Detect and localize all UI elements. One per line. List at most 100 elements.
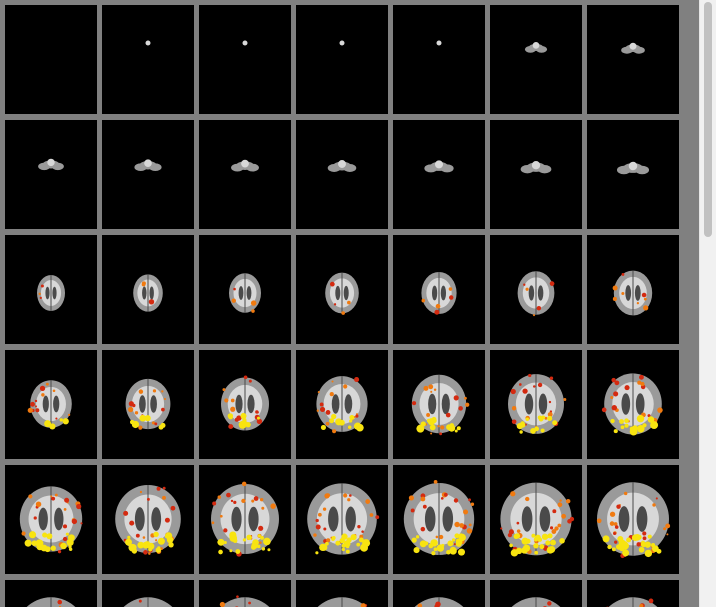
activation-blob [430, 539, 438, 547]
slice-tile[interactable] [296, 120, 388, 229]
activation-blob [544, 416, 548, 420]
slice-tile[interactable] [587, 350, 679, 459]
ventricle [625, 285, 632, 301]
slice-tile[interactable] [199, 580, 291, 607]
activation-blob [435, 601, 441, 607]
slice-tile[interactable] [296, 235, 388, 344]
activation-blob [518, 383, 522, 386]
activation-blob [142, 536, 146, 539]
activation-blob [132, 403, 136, 408]
ventricle [331, 394, 340, 414]
slice-tile[interactable] [490, 120, 582, 229]
slice-tile[interactable] [5, 120, 97, 229]
scrollbar-thumb[interactable] [704, 2, 712, 237]
activation-blob [563, 398, 567, 402]
slice-tile[interactable] [199, 5, 291, 114]
slice-tile[interactable] [587, 120, 679, 229]
activation-blob [316, 409, 319, 412]
slice-tile[interactable] [393, 235, 485, 344]
slice-tile[interactable] [296, 465, 388, 574]
slice-tile[interactable] [490, 235, 582, 344]
slice-tile[interactable] [393, 580, 485, 607]
activation-blob [329, 281, 335, 287]
slice-tile[interactable] [296, 5, 388, 114]
slice-tile[interactable] [5, 235, 97, 344]
activation-blob [626, 537, 632, 543]
activation-blob [223, 528, 228, 533]
activation-blob [157, 546, 161, 550]
slice-tile[interactable] [199, 120, 291, 229]
slice-tile[interactable] [587, 580, 679, 607]
slice-montage-viewport[interactable] [0, 0, 682, 607]
activation-blob [614, 525, 619, 529]
activation-blob [633, 533, 641, 541]
slice-tile[interactable] [393, 5, 485, 114]
slice-tile[interactable] [102, 580, 194, 607]
slice-tile[interactable] [587, 5, 679, 114]
activation-blob [233, 500, 237, 505]
activation-blob [50, 545, 56, 551]
slice-image [436, 40, 442, 46]
activation-blob [35, 501, 42, 507]
activation-blob [21, 531, 26, 536]
slice-tile[interactable] [102, 235, 194, 344]
activation-blob [41, 393, 45, 397]
slice-tile[interactable] [199, 350, 291, 459]
slice-tile[interactable] [296, 350, 388, 459]
slice-image [511, 597, 561, 607]
slice-tile[interactable] [490, 465, 582, 574]
slice-tile[interactable] [490, 350, 582, 459]
activation-blob [642, 531, 647, 536]
activation-blob [434, 309, 440, 315]
activation-blob [34, 399, 38, 403]
activation-blob [641, 292, 647, 298]
activation-blob [547, 601, 552, 606]
activation-blob [343, 384, 348, 389]
activation-blob [531, 533, 536, 538]
activation-blob [256, 418, 263, 425]
slice-tile[interactable] [587, 465, 679, 574]
activation-blob [322, 507, 327, 511]
activation-blob [256, 544, 261, 549]
slice-tile[interactable] [490, 5, 582, 114]
slice-tile[interactable] [393, 120, 485, 229]
activation-blob [536, 305, 542, 311]
cerebellum-lobe [633, 46, 645, 54]
slice-tile[interactable] [490, 580, 582, 607]
activation-blob [426, 413, 431, 417]
slice-tile[interactable] [393, 350, 485, 459]
slice-image [327, 160, 357, 172]
activation-blob [168, 542, 174, 548]
slice-tile[interactable] [102, 465, 194, 574]
activation-blob [609, 521, 615, 526]
slice-tile[interactable] [5, 580, 97, 607]
ventricle [53, 395, 60, 413]
slice-tile[interactable] [5, 465, 97, 574]
slice-tile[interactable] [5, 350, 97, 459]
slice-tile[interactable] [102, 5, 194, 114]
activation-blob [624, 418, 629, 424]
slice-tile[interactable] [393, 465, 485, 574]
slice-tile[interactable] [199, 235, 291, 344]
slice-image [134, 159, 162, 172]
activation-blob [459, 523, 464, 528]
activation-blob [230, 406, 236, 412]
slice-tile[interactable] [102, 350, 194, 459]
activation-blob [640, 381, 645, 387]
ventricle [246, 286, 252, 300]
slice-tile[interactable] [296, 580, 388, 607]
slice-tile[interactable] [587, 235, 679, 344]
activation-blob [148, 552, 151, 555]
slice-image [37, 275, 65, 311]
slice-tile[interactable] [199, 465, 291, 574]
activation-blob [510, 388, 516, 395]
vertical-scrollbar[interactable] [699, 0, 716, 607]
slice-tile[interactable] [5, 5, 97, 114]
activation-blob [508, 529, 514, 535]
activation-blob [360, 603, 366, 607]
activation-blob [636, 414, 645, 423]
activation-blob [433, 547, 438, 552]
slice-tile[interactable] [102, 120, 194, 229]
activation-blob [539, 544, 545, 550]
cerebellum-lobe [535, 46, 548, 53]
